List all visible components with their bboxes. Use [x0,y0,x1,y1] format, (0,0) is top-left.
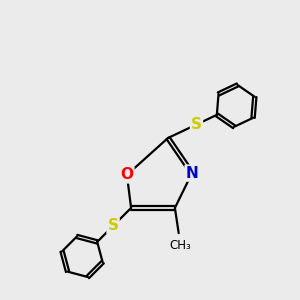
Text: O: O [120,167,134,182]
Text: N: N [186,166,198,181]
Text: CH₃: CH₃ [169,238,191,251]
Text: S: S [108,218,118,233]
Text: S: S [191,117,202,132]
